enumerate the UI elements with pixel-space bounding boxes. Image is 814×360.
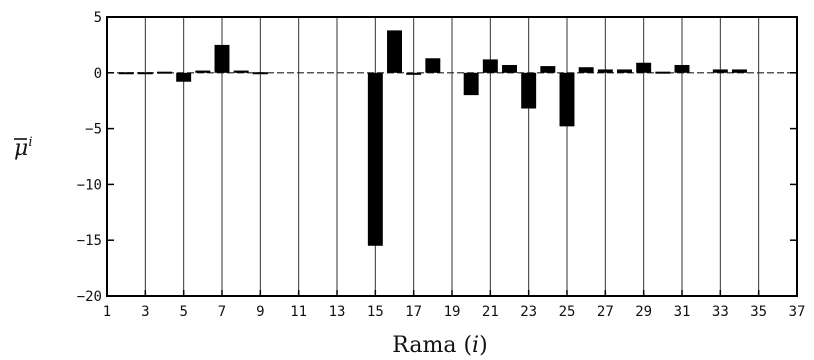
y-axis-label-sup: i: [28, 135, 32, 150]
bar-25: [559, 72, 575, 127]
x-tick-label-17: 17: [405, 304, 422, 320]
y-axis-label: μi: [14, 135, 32, 161]
bar-16: [387, 30, 402, 73]
bar-31: [674, 64, 690, 73]
x-tick-label-9: 9: [256, 304, 264, 320]
y-axis-label-base: μ: [14, 136, 28, 161]
x-tick-label-19: 19: [444, 304, 461, 320]
x-tick-label-13: 13: [329, 304, 346, 320]
y-tick-label--15: −15: [77, 233, 102, 249]
y-tick-label--10: −10: [77, 177, 102, 193]
x-tick-label-7: 7: [218, 304, 226, 320]
x-tick-label-21: 21: [482, 304, 499, 320]
y-tick-label--20: −20: [77, 289, 102, 305]
bar-21: [482, 59, 498, 73]
bar-22: [502, 64, 517, 73]
bar-6: [195, 70, 211, 73]
bar-20: [463, 72, 479, 96]
bar-7: [214, 44, 230, 73]
x-tick-label-35: 35: [750, 304, 767, 320]
bar-34: [732, 69, 747, 73]
x-tick-label-37: 37: [789, 304, 806, 320]
bar-18: [425, 58, 441, 73]
x-tick-label-25: 25: [559, 304, 576, 320]
bar-8: [233, 70, 249, 73]
y-tick-label-5: 5: [94, 10, 102, 26]
y-tick-label-0: 0: [94, 66, 102, 82]
bar-15: [367, 72, 383, 246]
x-tick-label-3: 3: [141, 304, 149, 320]
bar-9: [252, 72, 268, 75]
bar-23: [521, 72, 537, 109]
y-tick-label--5: −5: [85, 122, 102, 138]
x-tick-label-1: 1: [103, 304, 111, 320]
x-tick-label-27: 27: [597, 304, 614, 320]
bar-17: [406, 72, 422, 75]
x-tick-label-11: 11: [290, 304, 307, 320]
bar-29: [636, 62, 652, 73]
y-axis-ticks: 5 0 −5 −10 −15 −20: [77, 10, 797, 305]
bar-26: [578, 67, 594, 73]
bar-24: [540, 66, 556, 73]
x-tick-label-33: 33: [712, 304, 729, 320]
vertical-gridlines: [144, 17, 760, 296]
bar-33: [712, 69, 728, 73]
bars: [118, 30, 747, 246]
bar-28: [617, 69, 632, 73]
x-tick-label-29: 29: [635, 304, 652, 320]
bar-3: [137, 72, 153, 75]
x-tick-label-15: 15: [367, 304, 384, 320]
x-tick-label-23: 23: [520, 304, 537, 320]
x-axis-label-var: i: [472, 333, 479, 358]
x-axis-label: Rama (i): [392, 333, 487, 358]
bar-2: [118, 72, 134, 75]
x-tick-label-5: 5: [179, 304, 187, 320]
bar-27: [597, 69, 613, 73]
bar-30: [655, 71, 671, 74]
bar-4: [157, 71, 172, 74]
x-axis-ticks: 1 3 5 7 9 11 13 15 17 19 21 23 25 27 29 31 33 35 37: [103, 290, 806, 320]
x-tick-label-31: 31: [674, 304, 691, 320]
bar-5: [176, 72, 192, 82]
x-axis-label-main: Rama: [392, 333, 456, 358]
